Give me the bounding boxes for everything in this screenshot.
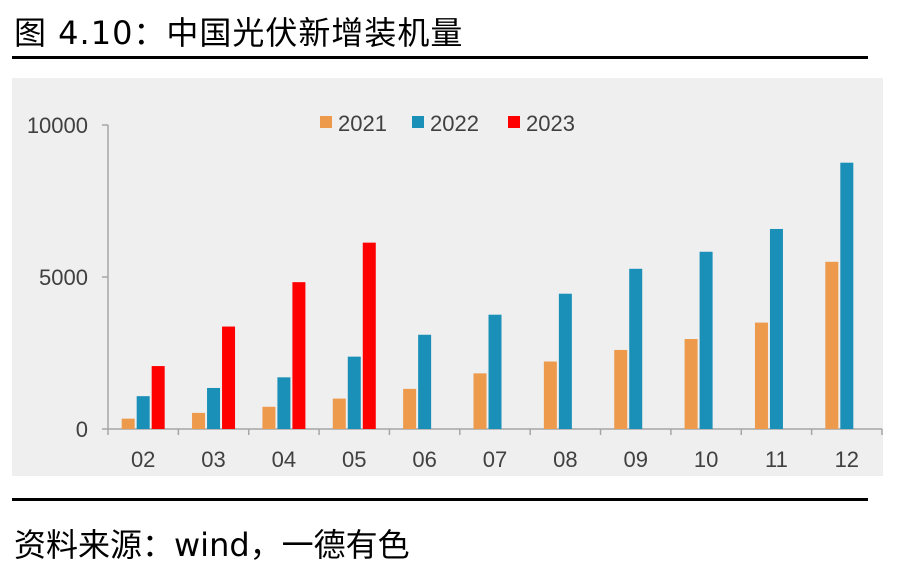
bar-2021-07: [473, 373, 487, 429]
y-tick-label: 10000: [27, 113, 88, 138]
bar-2022-03: [207, 387, 221, 429]
bar-2022-07: [488, 314, 502, 429]
x-tick-label: 05: [342, 447, 366, 472]
title-divider: [12, 56, 868, 59]
x-tick-label: 06: [412, 447, 436, 472]
bar-2021-03: [192, 412, 206, 429]
y-tick-label: 0: [76, 417, 88, 442]
y-tick-label: 5000: [39, 265, 88, 290]
bar-2021-09: [614, 349, 628, 429]
y-axis: 0 5000 10000: [27, 113, 109, 442]
bar-2023-04: [292, 282, 306, 429]
bar-2022-08: [558, 293, 572, 429]
bar-2023-05: [362, 242, 376, 429]
bar-2022-10: [699, 251, 713, 429]
legend-label-2021: 2021: [338, 111, 387, 136]
bar-2022-11: [769, 228, 783, 429]
x-tick-label: 07: [483, 447, 507, 472]
bar-2021-06: [403, 388, 417, 429]
bar-2022-12: [840, 162, 854, 430]
bar-2022-02: [136, 396, 150, 429]
x-tick-label: 03: [201, 447, 225, 472]
bar-2021-02: [121, 418, 135, 429]
bar-2022-05: [347, 356, 361, 429]
bar-2021-08: [543, 361, 557, 429]
source-note: 资料来源：wind，一德有色: [14, 526, 410, 564]
bar-2021-04: [262, 406, 276, 429]
bar-2021-12: [825, 261, 839, 429]
bars: [121, 162, 854, 430]
legend-swatch-2023: [508, 116, 520, 128]
legend-label-2022: 2022: [430, 111, 479, 136]
x-tick-label: 02: [131, 447, 155, 472]
x-tick-label: 08: [553, 447, 577, 472]
legend: 2021 2022 2023: [320, 111, 575, 136]
legend-label-2023: 2023: [526, 111, 575, 136]
bar-2023-02: [151, 366, 165, 429]
bar-2022-04: [277, 377, 291, 429]
figure-title: 图 4.10：中国光伏新增装机量: [14, 14, 464, 52]
bar-2021-11: [754, 322, 768, 429]
source-divider: [12, 498, 868, 501]
x-tick-label: 04: [272, 447, 296, 472]
legend-swatch-2022: [412, 116, 424, 128]
bar-2022-06: [418, 334, 432, 429]
bar-2021-05: [332, 398, 346, 429]
x-tick-label: 11: [765, 447, 788, 472]
legend-swatch-2021: [320, 116, 332, 128]
x-tick-label: 09: [623, 447, 647, 472]
x-axis: 02 03 04 05 06 07 08 09 10 11 12: [107, 428, 883, 472]
bar-2023-03: [222, 326, 236, 429]
bar-2021-10: [684, 339, 698, 429]
x-tick-label: 12: [835, 447, 859, 472]
x-tick-label: 10: [694, 447, 718, 472]
bar-2022-09: [629, 268, 643, 429]
